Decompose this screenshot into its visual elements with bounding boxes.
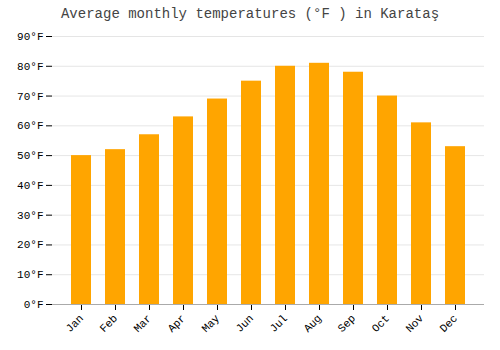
svg-text:Oct: Oct [370, 312, 392, 334]
svg-text:Sep: Sep [336, 312, 358, 334]
svg-text:70°F: 70°F [17, 91, 43, 103]
svg-text:30°F: 30°F [17, 210, 43, 222]
svg-text:60°F: 60°F [17, 120, 43, 132]
svg-text:0°F: 0°F [24, 299, 44, 311]
svg-text:10°F: 10°F [17, 269, 43, 281]
svg-text:50°F: 50°F [17, 150, 43, 162]
svg-text:Apr: Apr [166, 312, 188, 334]
svg-text:Mar: Mar [132, 312, 154, 334]
svg-text:20°F: 20°F [17, 239, 43, 251]
svg-text:Jan: Jan [64, 312, 86, 334]
html-text:Average monthly temperatures (: Average monthly temperatures (°F ) in Ka… [61, 6, 439, 22]
svg-text:Jun: Jun [234, 312, 256, 334]
svg-text:May: May [200, 312, 223, 335]
svg-text:Nov: Nov [404, 312, 427, 335]
svg-text:80°F: 80°F [17, 61, 43, 73]
svg-text:40°F: 40°F [17, 180, 43, 192]
svg-text:Jul: Jul [268, 312, 290, 334]
svg-text:Feb: Feb [98, 312, 120, 334]
svg-text:Dec: Dec [438, 312, 460, 334]
svg-text:Aug: Aug [302, 312, 324, 334]
svg-text:90°F: 90°F [17, 31, 43, 43]
